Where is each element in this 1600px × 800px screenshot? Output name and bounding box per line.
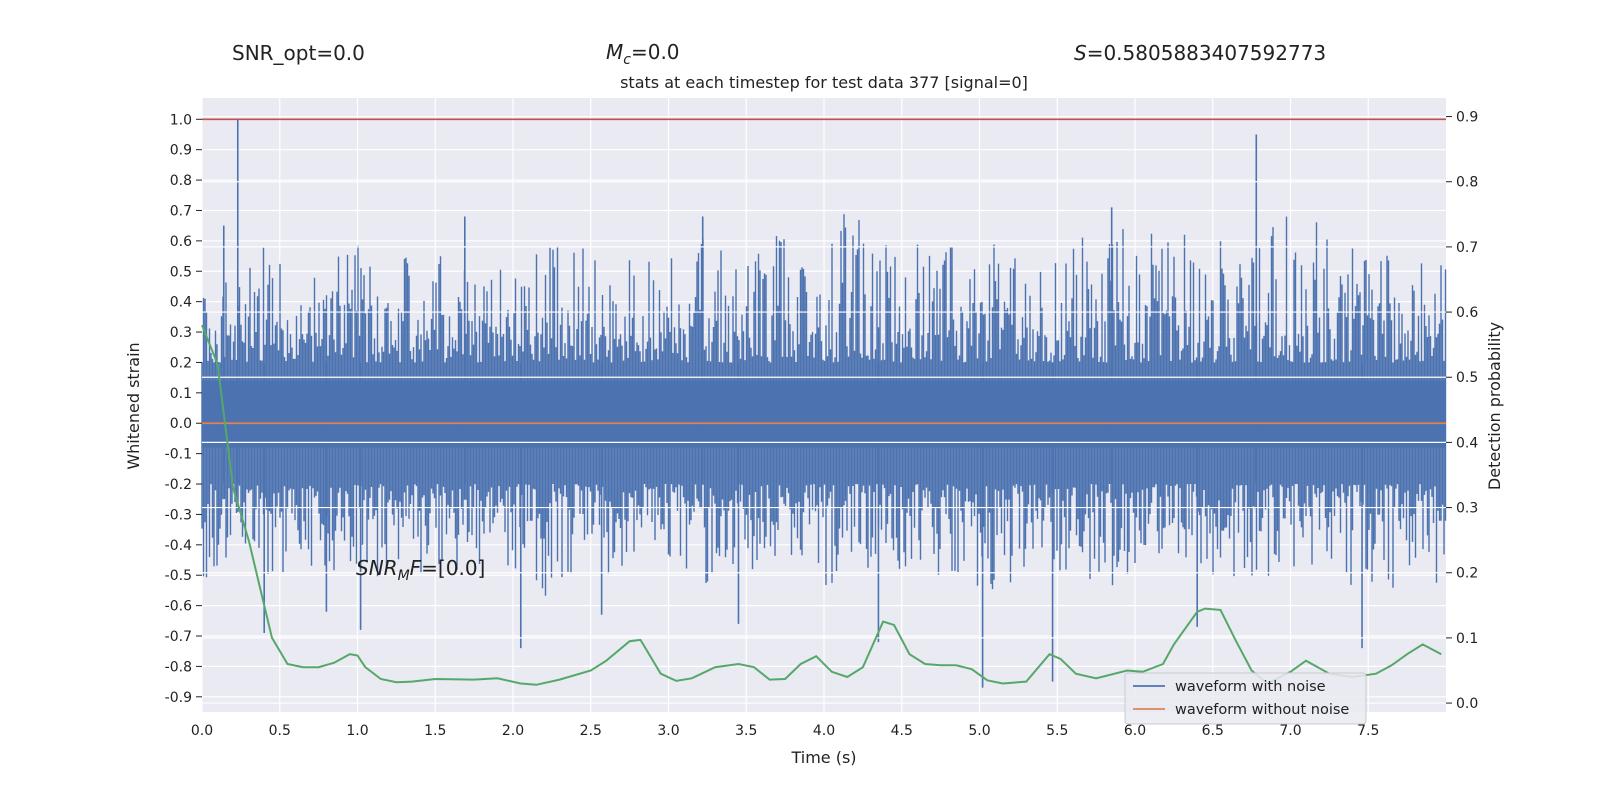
y-tick-label: 0.4	[170, 295, 192, 311]
y2-tick-label: 0.5	[1456, 370, 1478, 386]
legend-label-clean: waveform without noise	[1175, 702, 1349, 718]
y-tick-label: -0.9	[165, 690, 192, 706]
y2-tick-label: 0.4	[1456, 435, 1478, 451]
legend: waveform with noise waveform without noi…	[1124, 672, 1367, 725]
chirp-mass-stat: Mc=0.0	[606, 40, 680, 68]
x-tick-label: 0.5	[269, 723, 291, 739]
y-axis-ticks: 1.0 0.9 0.8 0.7 0.6 0.5 0.4 0.3 0.2 0.1 0.0 -0.1 -0.…	[165, 112, 202, 706]
y2-tick-label: 0.9	[1456, 110, 1478, 126]
y-tick-label: 1.0	[170, 112, 192, 128]
x-tick-label: 1.5	[424, 723, 446, 739]
y-tick-label: 0.9	[170, 143, 192, 159]
x-axis-ticks: 0.0 0.5 1.0 1.5 2.0 2.5 3.0 3.5 4.0 4.5 5.0 5.5 6.0 6…	[191, 723, 1380, 739]
y-tick-label: 0.8	[170, 173, 192, 189]
waveform-noise-spikes	[201, 214, 1447, 596]
y-axis-label: Whitened strain	[124, 342, 143, 469]
x-tick-label: 5.0	[968, 723, 990, 739]
y2-tick-label: 0.3	[1456, 501, 1478, 517]
y-tick-label: -0.8	[165, 659, 192, 675]
y2-tick-label: 0.0	[1456, 696, 1478, 712]
y2-tick-label: 0.6	[1456, 305, 1478, 321]
y-tick-label: 0.7	[170, 203, 192, 219]
x-tick-label: 5.5	[1046, 723, 1068, 739]
y-tick-label: -0.2	[165, 477, 192, 493]
score-stat: S=0.5805883407592773	[1074, 41, 1326, 65]
x-axis-label: Time (s)	[790, 748, 856, 767]
detection-probability-line	[201, 324, 1442, 686]
y-tick-label: 0.1	[170, 386, 192, 402]
y-tick-label: -0.1	[165, 447, 192, 463]
y2-tick-label: 0.2	[1456, 566, 1478, 582]
series-overlays	[201, 115, 1446, 704]
y-tick-label: 0.6	[170, 234, 192, 250]
x-tick-label: 6.5	[1202, 723, 1224, 739]
y2-tick-label: 0.7	[1456, 240, 1478, 256]
y-tick-label: -0.7	[165, 629, 192, 645]
x-tick-label: 1.0	[346, 723, 368, 739]
y-tick-label: -0.6	[165, 599, 192, 615]
y2-tick-label: 0.8	[1456, 175, 1478, 191]
snr-mf-annotation: SNRMF=[0.0]	[356, 556, 485, 584]
legend-box	[1124, 672, 1367, 725]
y2-axis-ticks: 0.9 0.8 0.7 0.6 0.5 0.4 0.3 0.2 0.1 0.0	[1446, 110, 1478, 712]
y-tick-label: 0.3	[170, 325, 192, 341]
x-tick-label: 7.0	[1279, 723, 1301, 739]
snr-opt-stat: SNR_opt=0.0	[232, 41, 365, 65]
x-tick-label: 2.0	[502, 723, 524, 739]
x-tick-label: 6.0	[1124, 723, 1146, 739]
x-tick-label: 0.0	[191, 723, 213, 739]
y-tick-label: -0.5	[165, 568, 192, 584]
y-tick-label: 0.0	[170, 416, 192, 432]
series-waveform-with-noise	[201, 119, 1447, 688]
x-tick-label: 2.5	[580, 723, 602, 739]
y-tick-label: -0.3	[165, 507, 192, 523]
x-tick-label: 4.5	[891, 723, 913, 739]
y-tick-label: 0.5	[170, 264, 192, 280]
chart-title: stats at each timestep for test data 377…	[620, 73, 1028, 92]
x-tick-label: 3.5	[735, 723, 757, 739]
x-tick-label: 4.0	[813, 723, 835, 739]
legend-label-noisy: waveform with noise	[1175, 679, 1326, 695]
y-tick-label: -0.4	[165, 538, 192, 554]
y2-axis-label: Detection probability	[1485, 322, 1504, 490]
y-tick-label: 0.2	[170, 355, 192, 371]
x-tick-label: 3.0	[657, 723, 679, 739]
x-tick-label: 7.5	[1357, 723, 1379, 739]
y2-tick-label: 0.1	[1456, 631, 1478, 647]
